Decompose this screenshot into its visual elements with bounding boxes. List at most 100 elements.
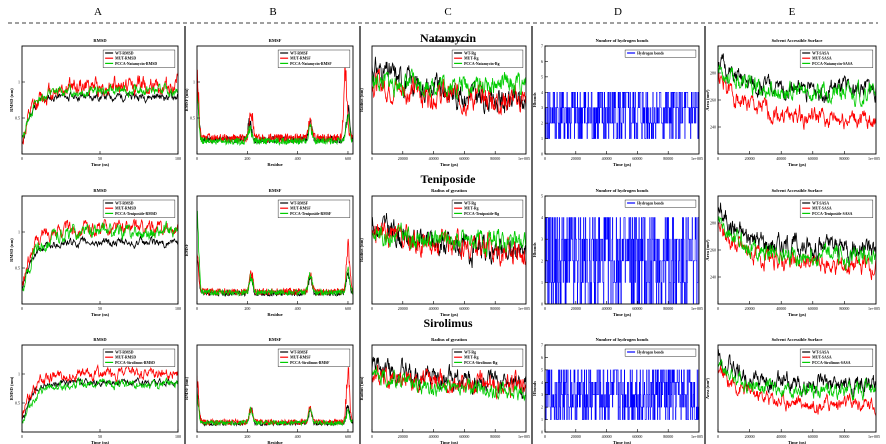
y-tick-label: 6 [541,355,543,360]
chart-title: Radius of gyration [431,337,467,342]
series-line-mut-rmsf [197,367,353,427]
y-tick-label: 3 [541,392,543,397]
x-tick-label: 80000 [839,156,849,161]
legend-entry: PCCA-Sirolimus-SASA [812,361,851,365]
column-letter-a: A [94,6,102,18]
y-tick-label: 4 [541,215,543,220]
y-axis-label: RMSD (nm) [9,88,14,112]
column-letter-b: B [269,6,276,18]
y-axis-label: RMSD (nm) [9,238,14,262]
series-group [545,217,699,304]
x-tick-label: 0 [196,306,198,311]
legend-box [102,49,176,68]
legend-entry: MUT-SASA [812,356,832,360]
x-tick-label: 600 [345,156,351,161]
y-tick-label: 0.5 [15,116,20,121]
legend: Hydrogen bonds [624,199,697,208]
legend-entry: MUT-RMSD [115,57,136,61]
x-tick-label: 60000 [632,156,642,161]
x-axis-label: Residue [267,162,282,167]
series-line-pcca-teniposide-sasa [718,216,876,271]
chart-title: RMSD [93,188,107,193]
column-letter-e: E [789,6,796,18]
legend-entry: Hydrogen bonds [637,351,664,355]
series-group [22,71,178,145]
x-tick-label: 40000 [429,156,439,161]
chart-title: RMSF [269,337,282,342]
x-tick-label: 200 [244,434,250,439]
x-tick-label: 60000 [459,156,469,161]
x-axis-label: Time (ps) [440,440,459,444]
row-title-sirolimus: Sirolimus [423,316,472,330]
x-tick-label: 400 [295,434,301,439]
x-tick-label: 100 [175,306,181,311]
x-axis-label: Time (ns) [91,162,110,167]
series-line-pcca-natamycin-rmsf [197,89,353,147]
legend-box [451,199,524,218]
y-axis-label: Hbonds [532,381,537,396]
legend-entry: PCCA-Teniposide-RMSF [290,212,332,216]
legend-entry: MUT-SASA [812,57,832,61]
y-tick-label: 1 [541,417,543,422]
x-tick-label: 0 [544,434,546,439]
legend-box [451,49,524,68]
series-line-pcca-teniposide-rg [372,222,526,257]
legend-entry: WT-Rg [464,202,476,206]
y-tick-label: 7 [541,44,543,49]
legend-entry: MUT-RMSF [290,207,311,211]
series-line-pcca-sirolimus-sasa [718,358,876,401]
y-tick-label: 2 [541,121,543,126]
series-line-mut-rmsf [197,238,353,297]
x-tick-label: 0 [717,306,719,311]
x-tick-label: 40000 [602,306,612,311]
x-tick-label: 80000 [663,306,673,311]
y-axis-label: RMSF (nm) [184,88,189,111]
x-axis-label: Time (ps) [788,312,807,317]
y-tick-label: 3 [541,237,543,242]
x-tick-label: 0 [371,156,373,161]
x-end-label: 1e+005 [518,156,530,161]
x-tick-label: 60000 [632,434,642,439]
legend-entry: WT-RMSF [290,202,309,206]
x-end-label: 1e+005 [868,156,880,161]
series-line-pcca-natamycin-rmsd [22,82,178,140]
plot-frame [196,344,354,433]
y-axis-label: Area (nm²) [705,239,710,261]
x-tick-label: 50 [98,156,102,161]
y-tick-label: 5 [541,74,543,79]
legend: Hydrogen bonds [624,348,697,357]
legend-entry: PCCA-Teniposide-RMSD [115,212,157,216]
chart-rmsf-sirolimus: RMSF 0 200 400 600 Residue RMSF (nm) WT-RMSFMUT… [184,337,354,444]
x-tick-label: 50 [98,306,102,311]
legend-entry: WT-SASA [812,351,829,355]
x-end-label: 1e+005 [691,306,703,311]
x-tick-label: 20000 [571,434,581,439]
legend-box [451,348,524,367]
legend-box [277,199,351,218]
y-axis-label: Area (nm²) [705,89,710,111]
x-tick-label: 0 [371,434,373,439]
x-axis-label: Time (ps) [613,162,632,167]
x-tick-label: 400 [295,156,301,161]
legend-entry: WT-RMSF [290,52,309,56]
chart-rmsf-teniposide: RMSF 0 200 400 600 Residue RMSF WT-RMSFMUT-RMSF… [184,188,354,317]
legend-entry: PCCA-Teniposide-SASA [812,212,852,216]
x-axis-label: Time (ps) [613,440,632,444]
x-axis-label: Residue [267,312,282,317]
legend-entry: PCCA-Natamycin-Rg [464,62,500,66]
x-tick-label: 40000 [602,156,612,161]
chart-title: RMSD [93,38,107,43]
legend-entry: PCCA-Natamycin-RMSF [290,62,332,66]
y-tick-label: 6 [541,59,543,64]
x-axis-label: Time (ps) [788,162,807,167]
chart-title: Solvent Accessible Surface [772,38,823,43]
y-tick-label: 260 [710,248,716,253]
y-axis-label: Area (nm²) [705,377,710,399]
legend-entry: MUT-Rg [464,57,479,61]
plot-frame [544,195,700,305]
